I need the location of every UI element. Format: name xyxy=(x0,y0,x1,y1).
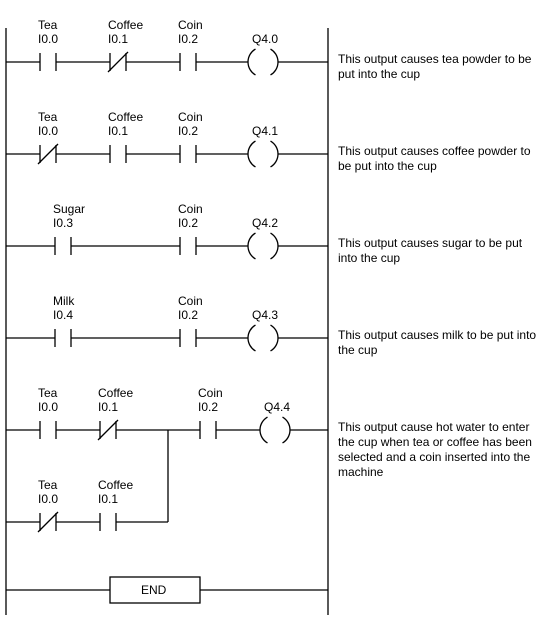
contact-name: Coffee xyxy=(108,110,143,124)
contact-name: Tea xyxy=(38,478,57,492)
contact-name: Coin xyxy=(178,202,203,216)
contact-address: I0.0 xyxy=(38,124,58,138)
contact-address: I0.2 xyxy=(198,400,218,414)
rung-description: This output causes milk to be put into t… xyxy=(338,328,538,358)
contact-address: I0.2 xyxy=(178,32,198,46)
contact-name: Coin xyxy=(178,110,203,124)
rung-description: This output cause hot water to enter the… xyxy=(338,420,538,480)
coil-address: Q4.1 xyxy=(252,124,278,138)
contact-address: I0.4 xyxy=(53,308,73,322)
rung-description: This output causes coffee powder to be p… xyxy=(338,144,538,174)
rung-description: This output causes sugar to be put into … xyxy=(338,236,538,266)
contact-address: I0.2 xyxy=(178,308,198,322)
coil-address: Q4.4 xyxy=(264,400,290,414)
end-block-label: END xyxy=(141,583,166,597)
contact-name: Milk xyxy=(53,294,74,308)
contact-name: Coffee xyxy=(98,386,133,400)
contact-address: I0.1 xyxy=(108,32,128,46)
contact-address: I0.0 xyxy=(38,492,58,506)
contact-name: Sugar xyxy=(53,202,85,216)
contact-address: I0.1 xyxy=(98,492,118,506)
rung-description: This output causes tea powder to be put … xyxy=(338,52,538,82)
contact-name: Coin xyxy=(198,386,223,400)
contact-address: I0.2 xyxy=(178,216,198,230)
coil-address: Q4.3 xyxy=(252,308,278,322)
contact-name: Coin xyxy=(178,294,203,308)
contact-address: I0.0 xyxy=(38,32,58,46)
contact-address: I0.1 xyxy=(98,400,118,414)
contact-address: I0.0 xyxy=(38,400,58,414)
contact-address: I0.1 xyxy=(108,124,128,138)
contact-name: Tea xyxy=(38,110,57,124)
contact-name: Coffee xyxy=(98,478,133,492)
coil-address: Q4.0 xyxy=(252,32,278,46)
contact-address: I0.3 xyxy=(53,216,73,230)
contact-name: Tea xyxy=(38,386,57,400)
ladder-diagram: TeaI0.0CoffeeI0.1CoinI0.2Q4.0This output… xyxy=(0,0,540,642)
contact-name: Tea xyxy=(38,18,57,32)
contact-address: I0.2 xyxy=(178,124,198,138)
contact-name: Coin xyxy=(178,18,203,32)
contact-name: Coffee xyxy=(108,18,143,32)
coil-address: Q4.2 xyxy=(252,216,278,230)
